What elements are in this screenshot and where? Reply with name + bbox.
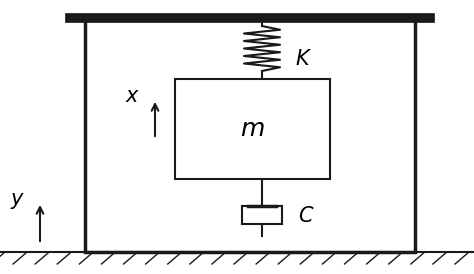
Text: x: x bbox=[126, 86, 138, 106]
Text: K: K bbox=[295, 49, 309, 69]
Text: C: C bbox=[298, 206, 313, 226]
Text: m: m bbox=[240, 117, 264, 141]
Text: y: y bbox=[10, 189, 23, 209]
Bar bbox=[175, 79, 330, 179]
Bar bbox=[85, 18, 415, 252]
